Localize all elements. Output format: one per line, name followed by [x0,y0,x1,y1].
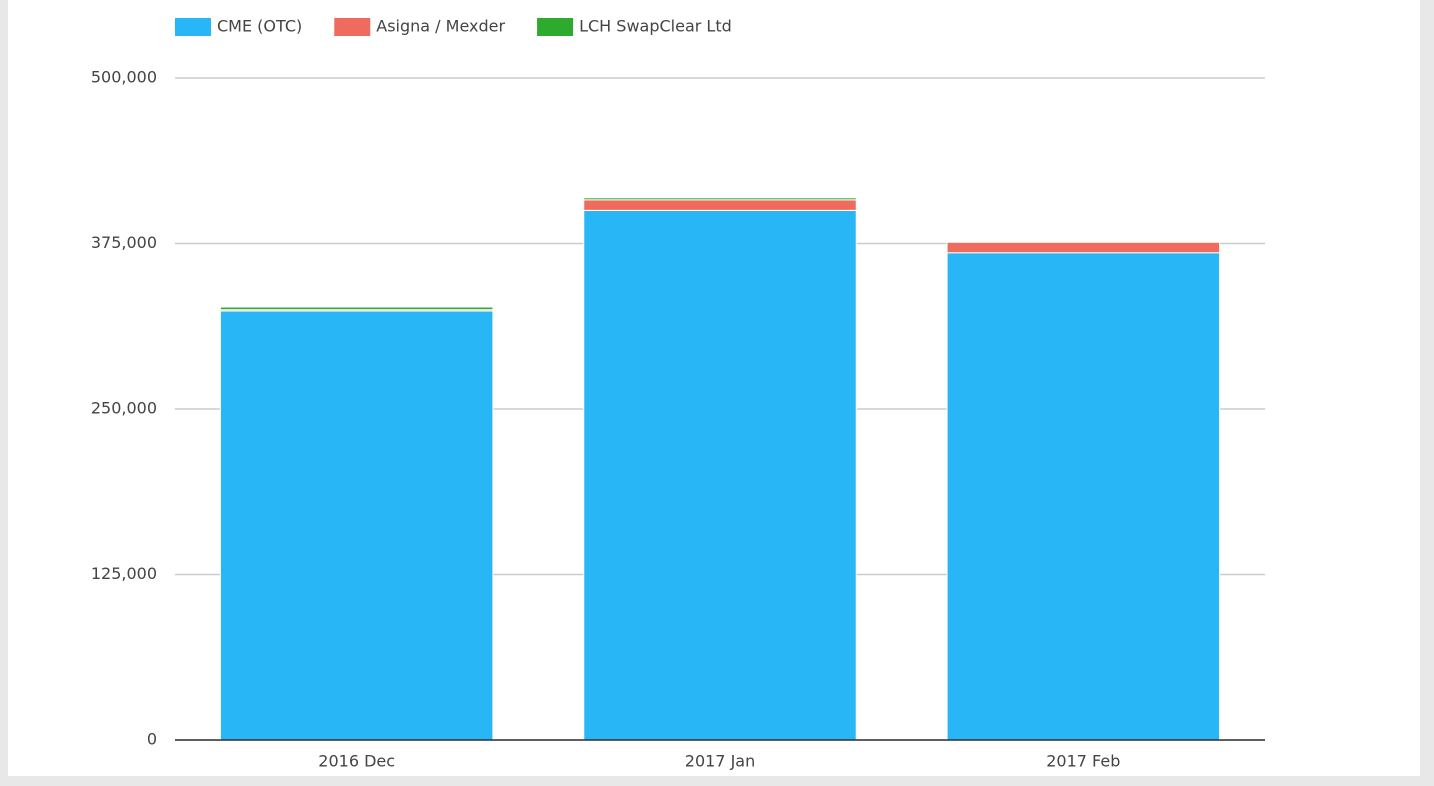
bar-segment [219,306,494,311]
bar-segment [583,199,857,211]
legend-label: CME (OTC) [217,17,302,36]
legend-label: LCH SwapClear Ltd [579,17,732,36]
x-tick-label: 2017 Jan [685,752,755,771]
chart: 0 125,000 250,000 375,000 500,000 CME (OTC) As… [91,17,1265,771]
bar-segment [219,310,494,741]
y-tick-label: 500,000 [91,68,157,87]
legend-label: Asigna / Mexder [376,17,505,36]
x-tick-label: 2016 Dec [318,752,395,771]
y-tick-label: 250,000 [91,399,157,418]
y-tick-label: 0 [147,730,157,749]
bar-segment [583,209,857,741]
legend-swatch [175,18,211,36]
bar-segment [946,241,1221,254]
x-tick-label: 2017 Feb [1046,752,1120,771]
legend-swatch [537,18,574,36]
y-tick-label: 125,000 [91,564,157,583]
bar-segment [583,197,857,201]
bar-segment [946,252,1221,741]
legend-swatch [334,18,371,36]
y-tick-label: 375,000 [91,233,157,252]
chart-panel: 0 125,000 250,000 375,000 500,000 CME (OTC) As… [8,0,1420,776]
bar-segment [946,241,1221,243]
